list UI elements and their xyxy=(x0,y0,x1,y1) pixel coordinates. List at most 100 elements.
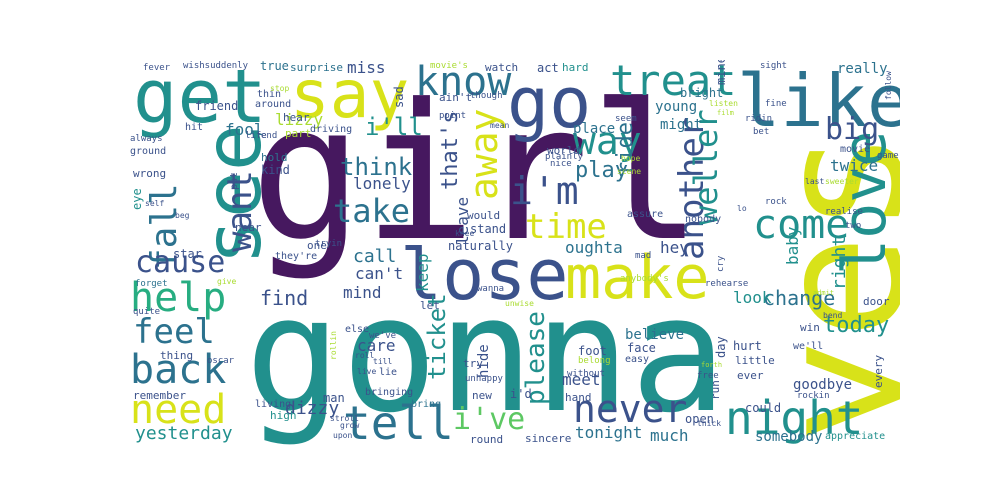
word-roll: roll xyxy=(355,351,375,360)
word-believe: believe xyxy=(625,327,685,343)
word-sweeter: sweeter xyxy=(825,177,859,186)
word-stop: stop xyxy=(270,84,290,93)
word-part: part xyxy=(285,127,312,140)
word-young: young xyxy=(655,99,698,115)
word-tryin: tryin xyxy=(315,239,343,249)
word-unwise: unwise xyxy=(505,299,534,308)
word-stand: stand xyxy=(470,222,507,236)
word-naturally: naturally xyxy=(448,239,514,253)
word-knee: knee xyxy=(455,229,475,238)
word-game: game xyxy=(877,151,899,161)
word-appreciate: appreciate xyxy=(825,431,886,442)
word-say: say xyxy=(290,60,410,133)
word-upon: upon xyxy=(333,431,353,440)
word-wishsuddenly: wishsuddenly xyxy=(183,61,249,71)
word-movies: movie's xyxy=(430,61,468,71)
word-self: self xyxy=(145,199,165,208)
word-every: every xyxy=(872,354,885,388)
word-one: one xyxy=(307,239,327,252)
word-try: try xyxy=(463,357,483,370)
word-ridin: ridin xyxy=(745,114,773,124)
word-theyre: they're xyxy=(275,251,318,262)
word-wanna: wanna xyxy=(477,284,505,294)
word-fine: fine xyxy=(765,99,787,109)
word-nice: nice xyxy=(550,159,572,169)
word-act: act xyxy=(537,61,559,75)
word-change: change xyxy=(763,286,836,310)
word-go: go xyxy=(507,62,592,144)
word-remember: remember xyxy=(133,389,186,402)
word-always: always xyxy=(130,134,163,144)
word-place: place xyxy=(573,121,616,137)
word-else: else xyxy=(345,324,370,335)
word-open: open xyxy=(685,412,714,426)
word-cry: cry xyxy=(716,255,726,272)
word-big: big xyxy=(825,112,880,147)
word-today: today xyxy=(823,313,890,338)
word-high: high xyxy=(270,409,297,422)
word-assure: assure xyxy=(627,209,664,220)
word-lose: lose xyxy=(400,234,569,316)
word-grow: grow xyxy=(340,421,360,430)
word-might: might xyxy=(660,117,703,133)
word-way: way xyxy=(573,119,642,163)
word-hurt: hurt xyxy=(733,339,762,353)
word-take: take xyxy=(333,192,411,230)
word-foot: foot xyxy=(578,344,607,358)
word-put: put xyxy=(229,171,240,190)
word-know: know xyxy=(415,60,512,105)
word-mind: mind xyxy=(343,283,382,302)
word-call: call xyxy=(353,246,397,267)
word-surprise: surprise xyxy=(290,61,343,74)
word-like: like xyxy=(737,60,900,143)
word-twice: twice xyxy=(830,156,879,175)
word-hey: hey xyxy=(660,238,689,257)
word-hold: hold xyxy=(261,151,288,164)
word-till: till xyxy=(373,357,393,366)
word-never: never xyxy=(573,387,688,431)
word-goodbye: goodbye xyxy=(793,377,853,393)
word-day: day xyxy=(714,336,728,358)
word-stroll: stroll xyxy=(330,414,359,423)
word-would: would xyxy=(467,209,501,222)
word-hit: hit xyxy=(185,122,204,133)
word-girl: girl xyxy=(250,64,703,283)
word-sincere: sincere xyxy=(525,432,572,445)
word-thin: thin xyxy=(257,89,282,100)
word-mad: mad xyxy=(635,251,652,261)
word-back: back xyxy=(130,347,227,393)
word-hard: hard xyxy=(562,61,589,74)
word-hand: hand xyxy=(565,391,592,404)
word-though: though xyxy=(470,91,503,101)
word-id: i'd xyxy=(510,387,532,401)
word-rockin: rockin xyxy=(797,391,830,401)
word-rehearse: rehearse xyxy=(705,279,749,289)
word-care: care xyxy=(357,336,396,355)
word-man: man xyxy=(323,391,345,405)
word-well: we'll xyxy=(793,341,824,352)
word-play: play xyxy=(575,158,628,183)
word-weve: we've xyxy=(369,331,397,341)
word-sad: sad xyxy=(392,86,406,108)
word-gonna: gonna xyxy=(245,261,727,445)
word-easy: easy xyxy=(625,354,650,365)
word-beg: beg xyxy=(175,211,190,220)
word-cloud: girl gonna yes get say go like see lose … xyxy=(125,60,900,445)
word-round: round xyxy=(470,433,504,445)
word-cause: cause xyxy=(135,245,226,280)
word-time: time xyxy=(525,207,607,247)
word-new: new xyxy=(472,389,492,402)
word-point: point xyxy=(439,111,467,121)
word-make: make xyxy=(565,243,710,313)
word-ill: i'll xyxy=(365,113,423,141)
word-forth: forth xyxy=(701,361,723,369)
word-let: let xyxy=(420,299,440,312)
word-need: need xyxy=(130,387,227,433)
word-rock: rock xyxy=(765,197,787,207)
word-ive: i've xyxy=(453,402,526,437)
word-friend: friend xyxy=(195,99,239,113)
word-eye: eye xyxy=(130,188,144,210)
word-right: right xyxy=(829,235,850,290)
word-last: last xyxy=(805,177,825,186)
word-help: help xyxy=(130,275,227,321)
